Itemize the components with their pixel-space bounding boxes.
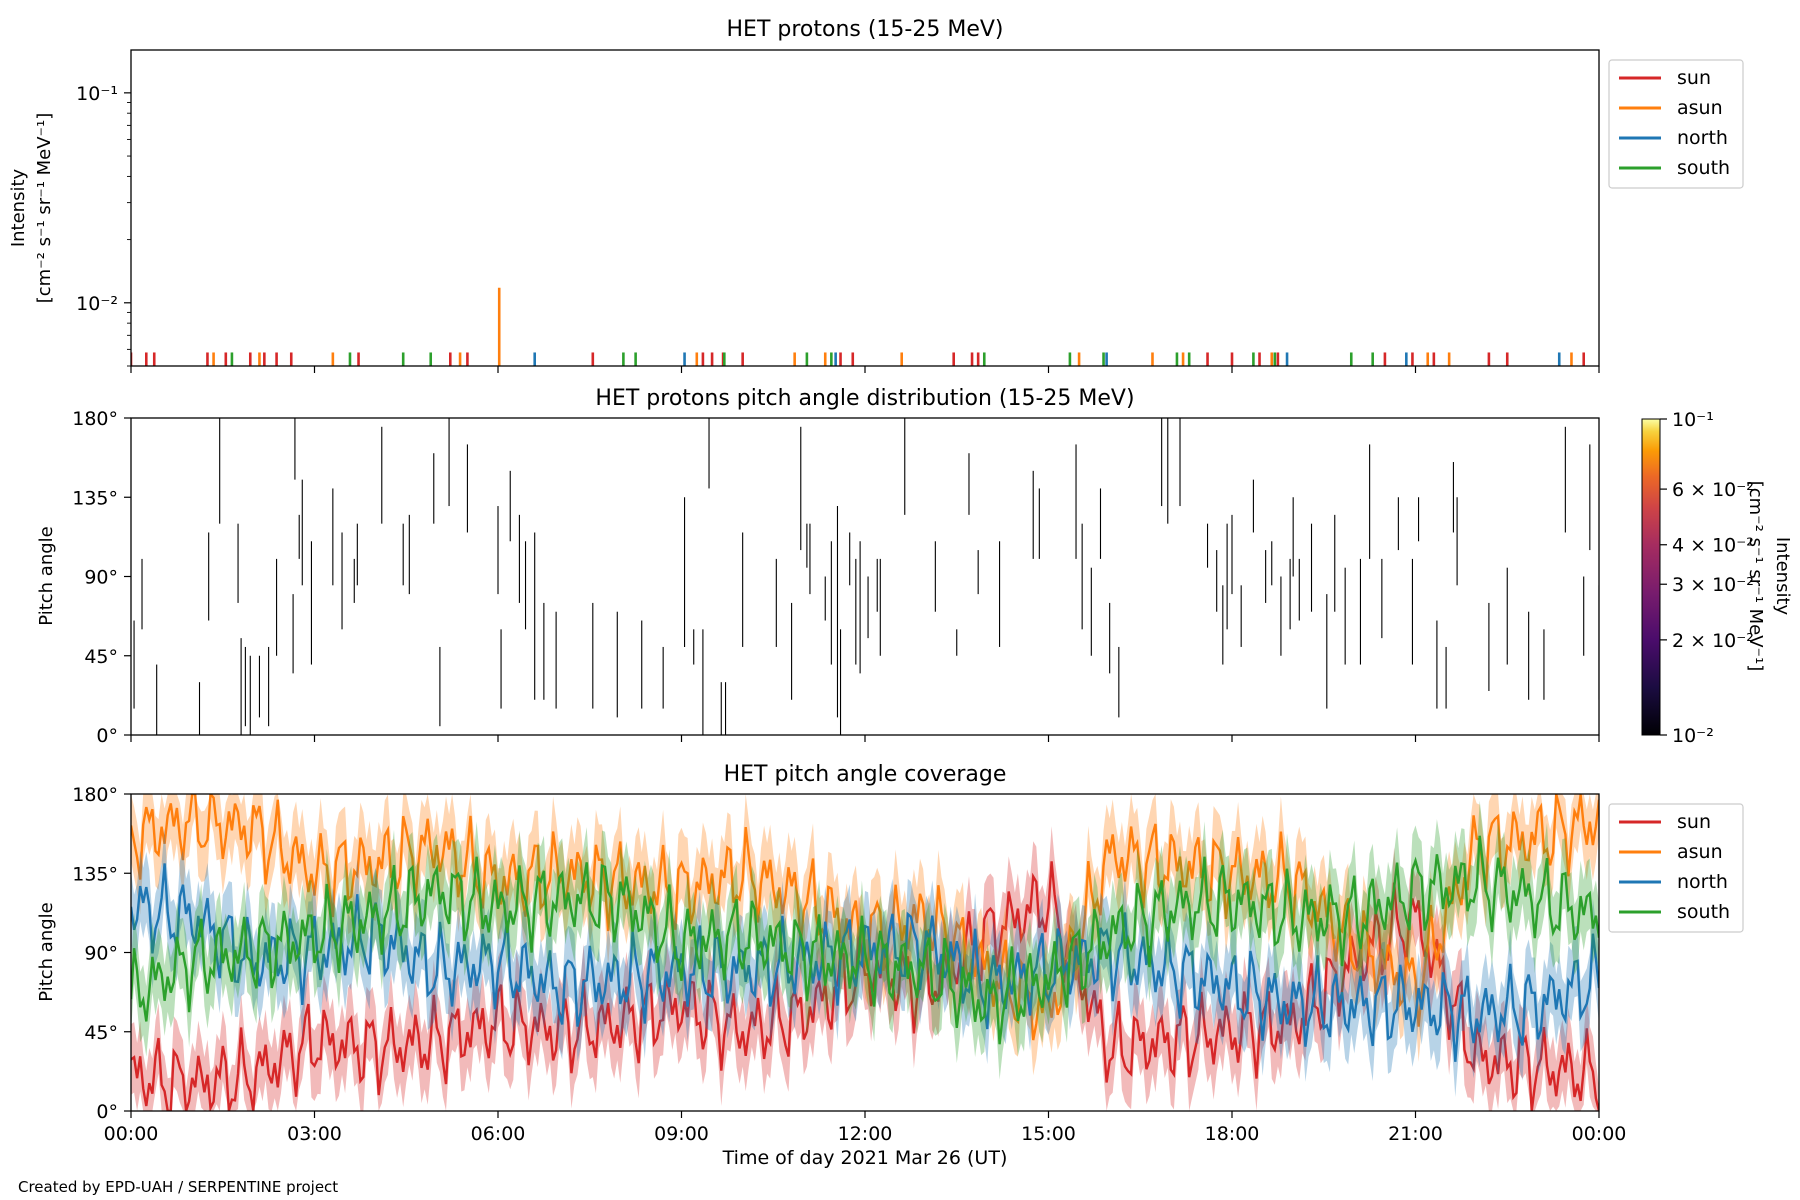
colorbar: 10⁻¹ 6 × 10⁻² 4 × 10⁻² 3 × 10⁻² 2 × 10⁻² 10⁻² — [1641, 409, 1754, 747]
panel2-frame — [130, 417, 1600, 736]
panel1-plot: 10⁻¹ 10⁻² — [76, 49, 1600, 373]
y-tick-label: 180° — [72, 408, 118, 430]
line-asun — [131, 794, 1599, 1041]
x-tick-label: 21:00 — [1388, 1123, 1443, 1145]
y-tick-label: 90° — [84, 943, 118, 965]
colorbar-tick-label: 2 × 10⁻² — [1672, 630, 1754, 652]
x-tick-label: 12:00 — [838, 1123, 893, 1145]
legend3-asun-label: asun — [1677, 841, 1723, 863]
legend1-south-label: south — [1677, 157, 1730, 179]
panel1-legend: sun asun north south — [1608, 59, 1744, 189]
x-tick-label: 00:00 — [1572, 1123, 1627, 1145]
y-tick-label: 10⁻¹ — [76, 83, 118, 105]
panel3-ylabel: Pitch angle — [36, 902, 57, 1001]
panel1-title: HET protons (15-25 MeV) — [727, 17, 1004, 42]
panel2-plot: 0° 45° 90° 135° 180° — [72, 408, 1600, 747]
line-north — [131, 863, 1599, 1062]
legend1-asun-label: asun — [1677, 97, 1723, 119]
legend1-north-label: north — [1677, 127, 1728, 149]
legend3-north-label: north — [1677, 871, 1728, 893]
panel2-title: HET protons pitch angle distribution (15… — [595, 386, 1134, 411]
y-tick-label: 0° — [96, 725, 118, 747]
colorbar-gradient — [1641, 418, 1661, 736]
colorbar-label-line1: Intensity — [1772, 537, 1793, 616]
y-tick-label: 90° — [84, 567, 118, 589]
legend3-sun-label: sun — [1677, 811, 1711, 833]
y-tick-label: 180° — [72, 784, 118, 806]
panel1-ylabel-line2: [cm⁻² s⁻¹ sr⁻¹ MeV⁻¹] — [34, 113, 55, 304]
colorbar-tick-label: 6 × 10⁻² — [1672, 479, 1754, 501]
panel1-ylabel-line1: Intensity — [8, 168, 29, 247]
line-south — [131, 835, 1599, 1045]
panel3-title: HET pitch angle coverage — [724, 762, 1007, 787]
x-tick-label: 03:00 — [287, 1123, 342, 1145]
y-tick-label: 45° — [84, 646, 118, 668]
x-tick-label: 18:00 — [1205, 1123, 1260, 1145]
colorbar-tick-label: 3 × 10⁻² — [1672, 574, 1754, 596]
x-tick-label: 00:00 — [104, 1123, 159, 1145]
panel2-ylabel: Pitch angle — [36, 526, 57, 625]
colorbar-label-line2: [cm⁻² s⁻¹ sr⁻¹ MeV⁻¹] — [1745, 481, 1766, 672]
panel3-xlabel: Time of day 2021 Mar 26 (UT) — [722, 1147, 1008, 1169]
panel3-legend: sun asun north south — [1608, 803, 1744, 933]
band-north — [131, 828, 1599, 1097]
panel1-frame — [130, 49, 1600, 367]
panel3-plot: 0° 45° 90° 135° 180° 00:00 03:00 06:00 09:00 12:… — [72, 784, 1626, 1145]
legend1-sun-label: sun — [1677, 67, 1711, 89]
line-sun — [131, 861, 1599, 1111]
y-tick-label: 0° — [96, 1101, 118, 1123]
x-tick-label: 06:00 — [471, 1123, 526, 1145]
colorbar-tick-label: 4 × 10⁻² — [1672, 535, 1754, 557]
y-tick-label: 135° — [72, 863, 118, 885]
legend3-south-label: south — [1677, 901, 1730, 923]
colorbar-tick-label: 10⁻¹ — [1672, 409, 1714, 431]
footer-credit: Created by EPD-UAH / SERPENTINE project — [18, 1178, 338, 1196]
y-tick-label: 45° — [84, 1022, 118, 1044]
x-tick-label: 15:00 — [1021, 1123, 1076, 1145]
y-tick-label: 135° — [72, 487, 118, 509]
y-tick-label: 10⁻² — [76, 293, 118, 315]
x-tick-label: 09:00 — [654, 1123, 709, 1145]
colorbar-tick-label: 10⁻² — [1672, 725, 1714, 747]
